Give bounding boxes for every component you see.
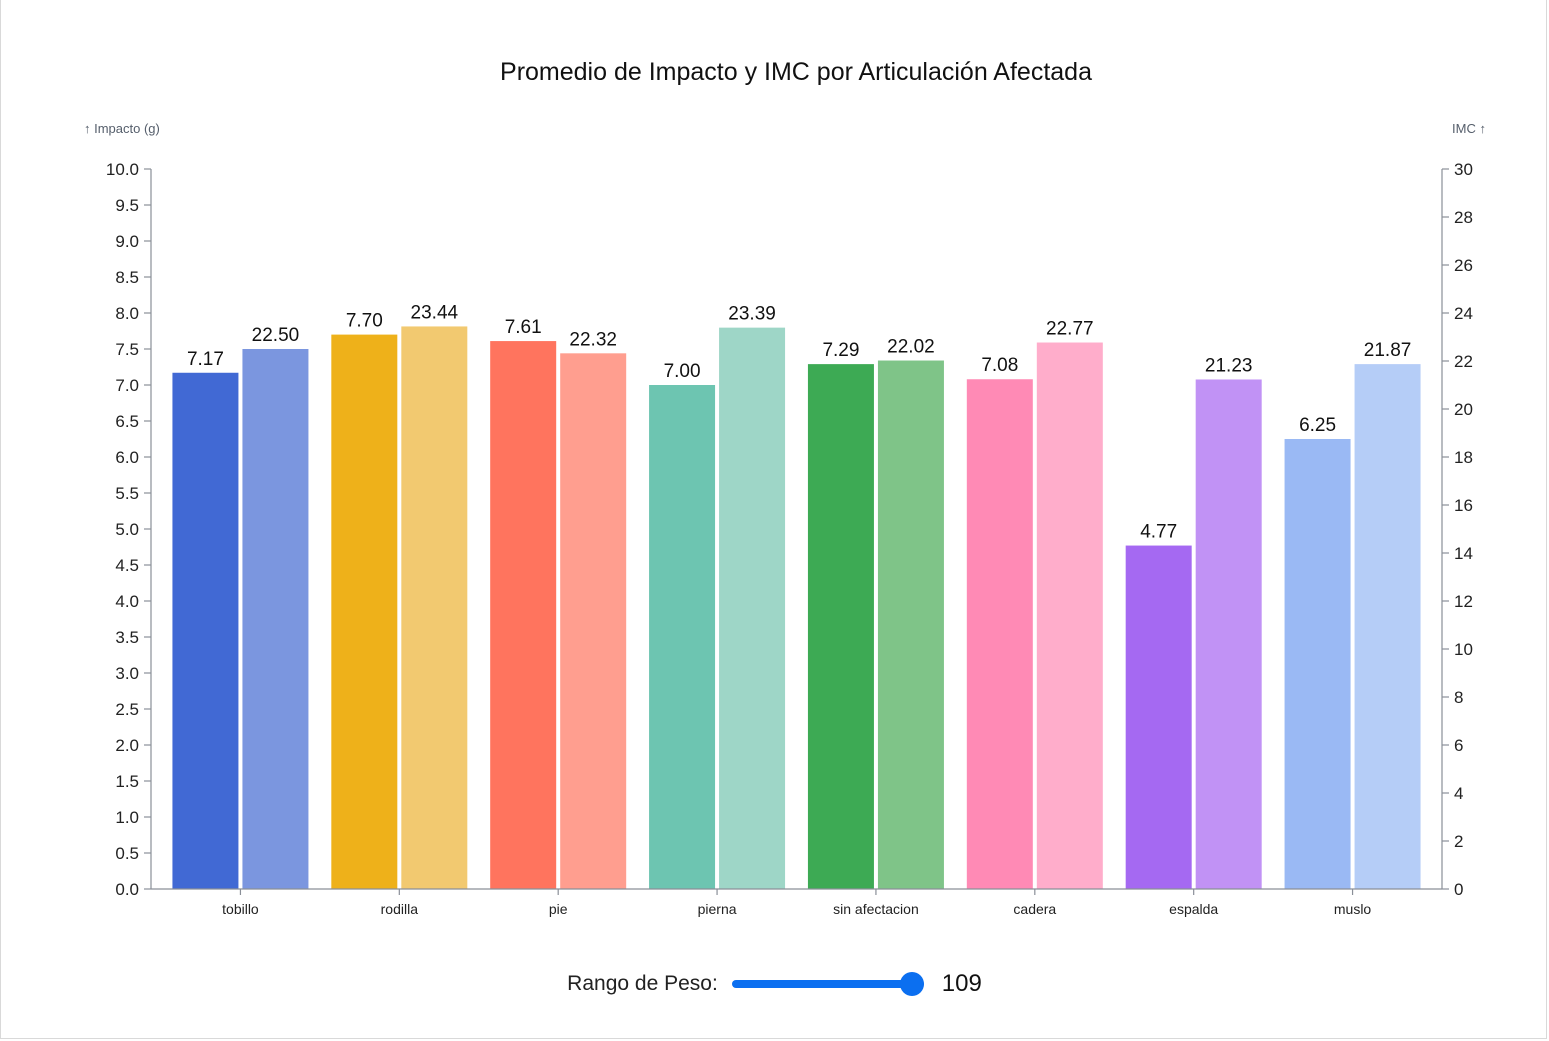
- category-label: pierna: [698, 901, 737, 917]
- impact-bar: [172, 372, 239, 889]
- right-tick-label: 8: [1454, 688, 1463, 707]
- impact-value-label: 4.77: [1140, 522, 1177, 543]
- right-tick-label: 28: [1454, 208, 1473, 227]
- imc-value-label: 21.23: [1205, 355, 1253, 376]
- left-tick-label: 0.5: [115, 844, 139, 863]
- left-tick-label: 3.0: [115, 664, 139, 683]
- right-tick-label: 14: [1454, 544, 1473, 563]
- left-tick-label: 6.5: [115, 412, 139, 431]
- right-tick-label: 6: [1454, 736, 1463, 755]
- right-tick-label: 20: [1454, 400, 1473, 419]
- impact-bar: [490, 341, 557, 890]
- left-tick-label: 10.0: [106, 160, 139, 179]
- right-tick-label: 2: [1454, 832, 1463, 851]
- left-tick-label: 6.0: [115, 448, 139, 467]
- left-tick-label: 9.0: [115, 232, 139, 251]
- imc-value-label: 22.32: [569, 329, 617, 350]
- category-label: sin afectacion: [833, 901, 919, 917]
- weight-range-control: Rango de Peso: 109: [0, 962, 1549, 1006]
- right-tick-label: 4: [1454, 784, 1463, 803]
- impact-value-label: 6.25: [1299, 415, 1336, 436]
- left-tick-label: 9.5: [115, 196, 139, 215]
- left-tick-label: 7.5: [115, 340, 139, 359]
- imc-value-label: 22.77: [1046, 319, 1094, 340]
- impact-value-label: 7.61: [505, 317, 542, 338]
- left-axis: 0.0 0.5 1.0 1.5 2.0 2.5 3.0 3.5 4.0 4.5 5.0 5.5 6.0 6…: [106, 160, 152, 899]
- category-label: espalda: [1169, 901, 1218, 917]
- category-label: pie: [549, 901, 568, 917]
- right-axis-label: IMC ↑: [1452, 121, 1486, 136]
- impact-value-label: 7.08: [981, 355, 1018, 376]
- imc-value-label: 23.44: [411, 302, 459, 323]
- imc-bar: [1354, 364, 1421, 889]
- category-label: cadera: [1013, 901, 1056, 917]
- impact-bar: [807, 364, 874, 889]
- imc-value-label: 22.50: [252, 325, 300, 346]
- imc-bar: [401, 326, 468, 889]
- left-tick-label: 8.0: [115, 304, 139, 323]
- impact-bar: [649, 385, 716, 889]
- left-axis-label: ↑ Impacto (g): [84, 121, 160, 136]
- left-tick-label: 0.0: [115, 880, 139, 899]
- left-tick-label: 5.0: [115, 520, 139, 539]
- right-tick-label: 12: [1454, 592, 1473, 611]
- imc-bar: [560, 353, 627, 889]
- category-axis: tobillo rodilla pie pierna sin afectacion cad…: [151, 888, 1442, 917]
- bar-chart: Promedio de Impacto y IMC por Articulaci…: [84, 58, 1486, 917]
- impact-bar: [331, 334, 398, 890]
- chart-title: Promedio de Impacto y IMC por Articulaci…: [500, 58, 1092, 86]
- category-label: tobillo: [222, 901, 259, 917]
- imc-value-label: 21.87: [1364, 340, 1412, 361]
- left-tick-label: 1.5: [115, 772, 139, 791]
- impact-value-label: 7.70: [346, 311, 383, 332]
- right-tick-label: 22: [1454, 352, 1473, 371]
- slider-label: Rango de Peso:: [567, 972, 718, 995]
- imc-value-label: 22.02: [887, 337, 935, 358]
- left-tick-label: 7.0: [115, 376, 139, 395]
- left-tick-label: 8.5: [115, 268, 139, 287]
- impact-value-label: 7.29: [822, 340, 859, 361]
- impact-value-label: 7.00: [664, 361, 701, 382]
- category-label: muslo: [1334, 901, 1372, 917]
- left-tick-label: 2.0: [115, 736, 139, 755]
- imc-value-label: 23.39: [728, 304, 776, 325]
- imc-bar: [242, 349, 309, 889]
- weight-slider[interactable]: [731, 972, 924, 996]
- imc-bar: [1195, 379, 1262, 889]
- right-tick-label: 30: [1454, 160, 1473, 179]
- left-tick-label: 5.5: [115, 484, 139, 503]
- left-tick-label: 1.0: [115, 808, 139, 827]
- left-tick-label: 4.0: [115, 592, 139, 611]
- impact-bar: [1284, 439, 1351, 889]
- imc-bar: [1036, 342, 1103, 889]
- right-tick-label: 10: [1454, 640, 1473, 659]
- impact-bar: [1125, 545, 1192, 889]
- imc-bar: [877, 360, 944, 889]
- left-tick-label: 2.5: [115, 700, 139, 719]
- slider-thumb[interactable]: [899, 972, 924, 996]
- right-tick-label: 24: [1454, 304, 1473, 323]
- slider-rail: [731, 980, 924, 988]
- impact-bar: [966, 379, 1033, 889]
- impact-value-label: 7.17: [187, 349, 224, 370]
- right-tick-label: 16: [1454, 496, 1473, 515]
- left-tick-label: 3.5: [115, 628, 139, 647]
- slider-value: 109: [941, 970, 982, 997]
- right-tick-label: 0: [1454, 880, 1463, 899]
- left-tick-label: 4.5: [115, 556, 139, 575]
- category-label: rodilla: [381, 901, 419, 917]
- right-tick-label: 26: [1454, 256, 1473, 275]
- right-tick-label: 18: [1454, 448, 1473, 467]
- imc-bar: [719, 327, 786, 889]
- bars-group: 7.17 22.50 7.70 23.44 7.61 22.32 7.00 23.39 7.29…: [172, 302, 1421, 890]
